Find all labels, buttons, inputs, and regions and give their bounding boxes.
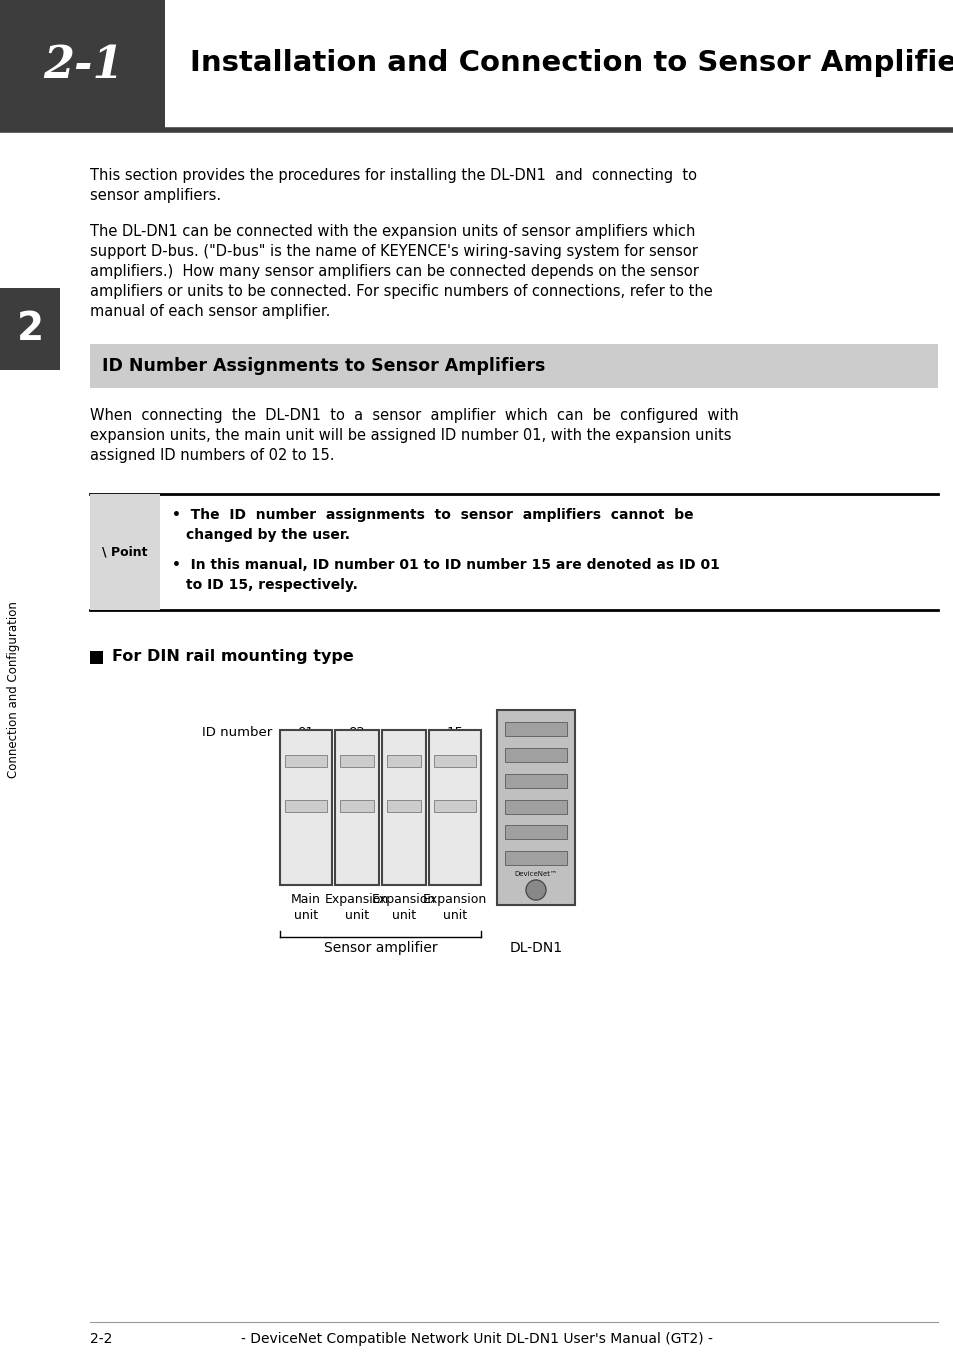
Text: sensor amplifiers.: sensor amplifiers. bbox=[90, 188, 221, 203]
Text: changed by the user.: changed by the user. bbox=[186, 529, 350, 542]
Text: - DeviceNet Compatible Network Unit DL-DN1 User's Manual (GT2) -: - DeviceNet Compatible Network Unit DL-D… bbox=[241, 1332, 712, 1347]
Bar bbox=[285, 754, 327, 767]
Text: Installation and Connection to Sensor Amplifiers: Installation and Connection to Sensor Am… bbox=[190, 49, 953, 77]
Bar bbox=[434, 800, 476, 813]
Text: Connection and Configuration: Connection and Configuration bbox=[8, 602, 20, 779]
Text: ID Number Assignments to Sensor Amplifiers: ID Number Assignments to Sensor Amplifie… bbox=[102, 357, 545, 375]
Text: Expansion
unit: Expansion unit bbox=[422, 894, 487, 922]
Text: expansion units, the main unit will be assigned ID number 01, with the expansion: expansion units, the main unit will be a… bbox=[90, 429, 731, 443]
Bar bbox=[90, 343, 937, 388]
Text: 01: 01 bbox=[297, 726, 314, 740]
Bar bbox=[504, 825, 566, 840]
Bar bbox=[90, 493, 160, 610]
Text: The DL-DN1 can be connected with the expansion units of sensor amplifiers which: The DL-DN1 can be connected with the exp… bbox=[90, 224, 695, 239]
Bar bbox=[434, 754, 476, 767]
Text: 02: 02 bbox=[348, 726, 365, 740]
Bar bbox=[339, 800, 374, 813]
Text: This section provides the procedures for installing the DL-DN1  and  connecting : This section provides the procedures for… bbox=[90, 168, 697, 183]
Text: For DIN rail mounting type: For DIN rail mounting type bbox=[112, 649, 354, 664]
Text: support D-bus. ("D-bus" is the name of KEYENCE's wiring-saving system for sensor: support D-bus. ("D-bus" is the name of K… bbox=[90, 243, 698, 260]
Bar bbox=[429, 730, 480, 886]
Bar bbox=[387, 754, 420, 767]
Text: to ID 15, respectively.: to ID 15, respectively. bbox=[186, 579, 357, 592]
Bar bbox=[504, 722, 566, 735]
Text: Main
unit: Main unit bbox=[291, 894, 320, 922]
Bar bbox=[0, 0, 953, 130]
Bar bbox=[0, 0, 165, 130]
Text: 2: 2 bbox=[16, 310, 44, 347]
Text: •  In this manual, ID number 01 to ID number 15 are denoted as ID 01: • In this manual, ID number 01 to ID num… bbox=[172, 558, 720, 572]
Text: DeviceNet™: DeviceNet™ bbox=[514, 871, 557, 877]
Text: \ Point: \ Point bbox=[102, 545, 148, 558]
Bar bbox=[497, 710, 575, 904]
Bar bbox=[504, 773, 566, 788]
Bar bbox=[504, 748, 566, 761]
Bar bbox=[387, 800, 420, 813]
Bar bbox=[504, 799, 566, 814]
Text: ···: ··· bbox=[393, 726, 407, 741]
Bar bbox=[280, 730, 332, 886]
Text: When  connecting  the  DL-DN1  to  a  sensor  amplifier  which  can  be  configu: When connecting the DL-DN1 to a sensor a… bbox=[90, 408, 738, 423]
Text: •  The  ID  number  assignments  to  sensor  amplifiers  cannot  be: • The ID number assignments to sensor am… bbox=[172, 508, 693, 522]
Text: assigned ID numbers of 02 to 15.: assigned ID numbers of 02 to 15. bbox=[90, 448, 335, 462]
Bar bbox=[90, 652, 103, 664]
Text: Expansion
unit: Expansion unit bbox=[372, 894, 436, 922]
Bar bbox=[504, 852, 566, 865]
Bar bbox=[165, 118, 953, 130]
Text: 2-2: 2-2 bbox=[90, 1332, 112, 1347]
Text: Sensor amplifier: Sensor amplifier bbox=[323, 941, 436, 955]
Text: 2-1: 2-1 bbox=[43, 43, 123, 87]
Bar bbox=[0, 288, 60, 370]
Bar bbox=[339, 754, 374, 767]
Bar bbox=[285, 800, 327, 813]
Text: 15: 15 bbox=[446, 726, 463, 740]
Bar bbox=[0, 118, 953, 130]
Text: Expansion
unit: Expansion unit bbox=[325, 894, 389, 922]
Text: amplifiers.)  How many sensor amplifiers can be connected depends on the sensor: amplifiers.) How many sensor amplifiers … bbox=[90, 264, 699, 279]
Text: amplifiers or units to be connected. For specific numbers of connections, refer : amplifiers or units to be connected. For… bbox=[90, 284, 712, 299]
Bar bbox=[335, 730, 378, 886]
Text: DL-DN1: DL-DN1 bbox=[509, 941, 562, 955]
Circle shape bbox=[525, 880, 545, 900]
Text: ID number: ID number bbox=[201, 726, 272, 740]
Text: manual of each sensor amplifier.: manual of each sensor amplifier. bbox=[90, 304, 330, 319]
Bar bbox=[381, 730, 426, 886]
